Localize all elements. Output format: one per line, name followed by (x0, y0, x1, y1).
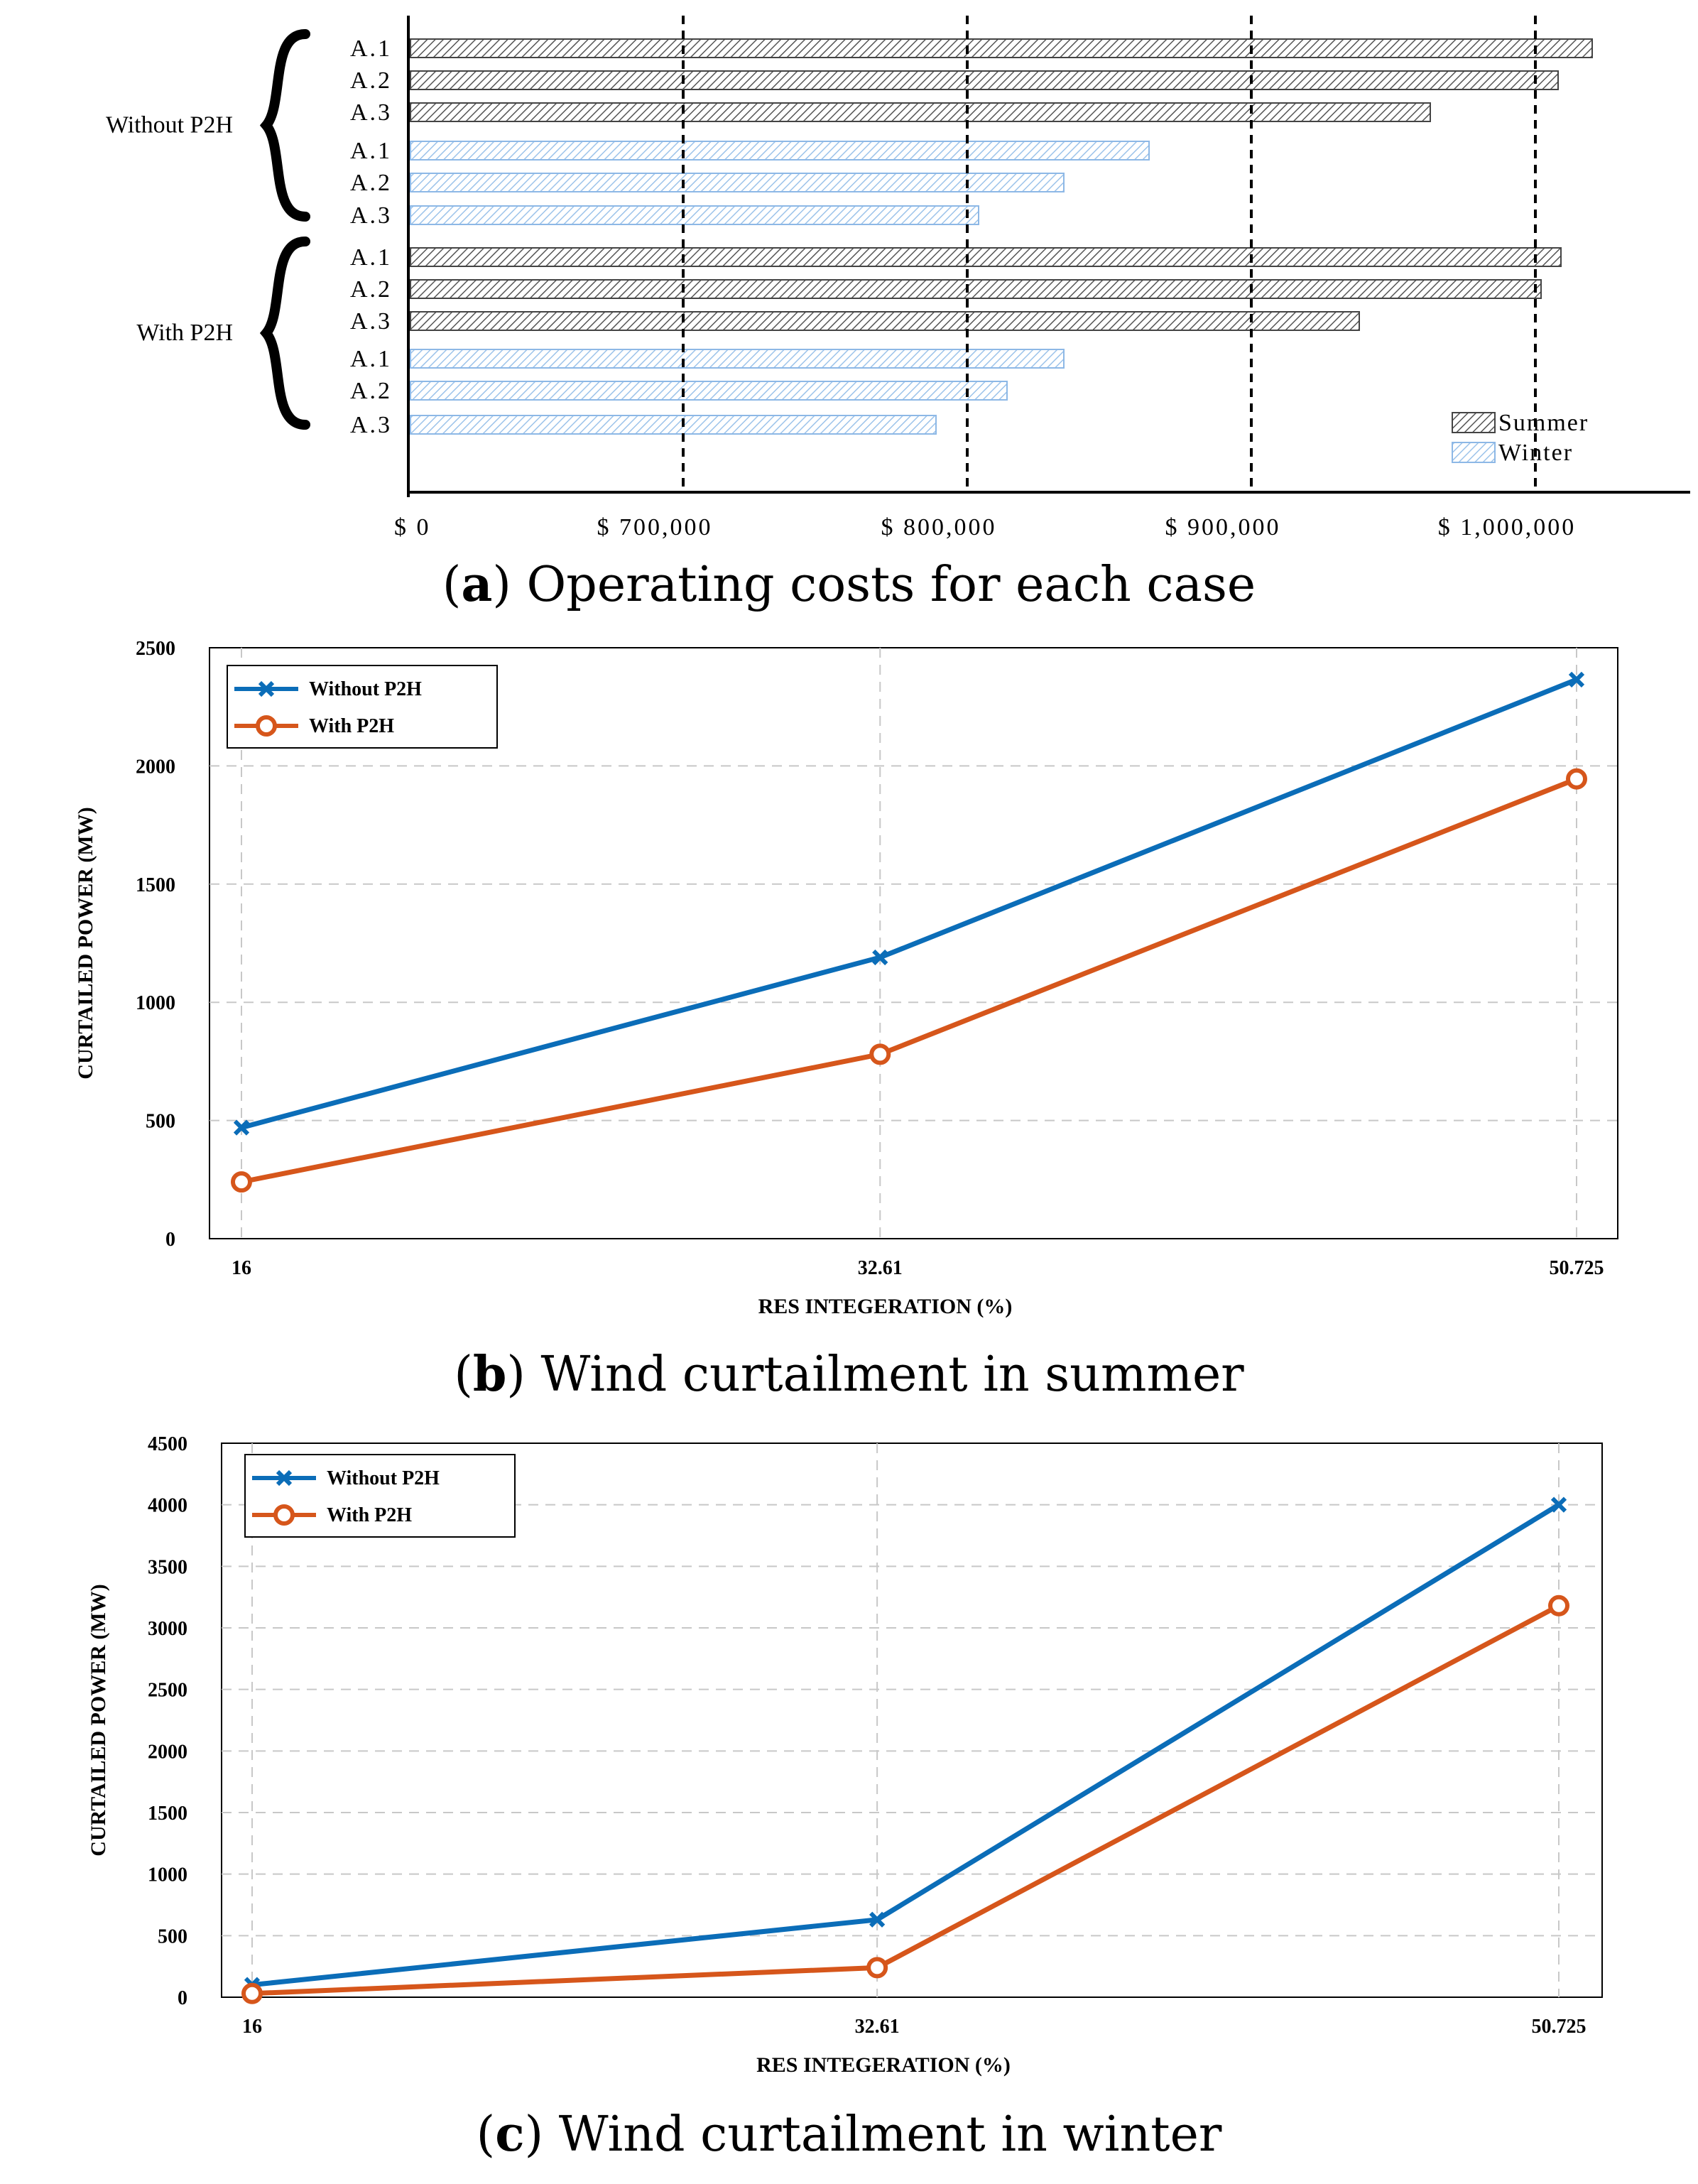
y-tick-label: 4500 (148, 1433, 187, 1455)
marker-without-p2h (869, 1911, 886, 1928)
bar-winter-6 (410, 205, 979, 225)
bar-category-label: A.1 (350, 346, 392, 372)
legend-marker-x-icon (258, 680, 275, 697)
marker-with-p2h (231, 1171, 252, 1193)
bar-winter-5 (410, 173, 1065, 192)
y-tick-label: 2000 (148, 1741, 187, 1763)
y-tick-label: 4000 (148, 1495, 187, 1517)
legend-label: Winter (1498, 440, 1573, 466)
legend-label: Summer (1498, 410, 1589, 436)
bar-summer-1 (410, 38, 1593, 58)
bar-category-label: A.2 (350, 170, 392, 196)
caption-b: (b) Wind curtailment in summer (454, 1346, 1244, 1403)
caption-a: (a) Operating costs for each case (442, 556, 1256, 613)
bar-summer-9 (410, 311, 1360, 331)
group-brace (259, 237, 310, 430)
bar-winter-12 (410, 415, 937, 435)
bar-category-label: A.3 (350, 412, 392, 438)
caption-c: (c) Wind curtailment in winter (476, 2106, 1222, 2163)
y-tick-label: 1000 (136, 992, 175, 1014)
marker-without-p2h (1568, 671, 1585, 688)
x-tick-label: 16 (232, 1257, 251, 1279)
bar-category-label: A.3 (350, 99, 392, 126)
x-tick-label: 16 (242, 2016, 262, 2038)
legend-label: With P2H (327, 1504, 412, 1526)
panel-winter-curtailment: 0 500 1000 1500 2000 2500 3000 3500 4000 4500 16 32… (0, 1413, 1698, 2184)
marker-with-p2h (869, 1043, 891, 1065)
bar-winter-4 (410, 141, 1150, 161)
x-tick-label: 32.61 (858, 1257, 903, 1279)
x-tick-label: $ 0 (394, 514, 431, 540)
bar-summer-3 (410, 102, 1431, 122)
legend-marker-x-icon (276, 1469, 293, 1487)
panel-operating-costs: A.1 A.2 A.3 A.1 A.2 A.3 A.1 A.2 A.3 A.1 A.2 A.3 $ 0 $… (0, 0, 1698, 625)
x-tick-label: $ 900,000 (1165, 514, 1281, 540)
x-tick-label: $ 1,000,000 (1438, 514, 1577, 540)
x-tick-label: 32.61 (855, 2016, 900, 2038)
y-tick-label: 0 (178, 1987, 187, 2009)
marker-with-p2h (1566, 768, 1587, 790)
bar-summer-8 (410, 279, 1542, 299)
legend-label: With P2H (309, 715, 394, 737)
y-tick-label: 2500 (148, 1680, 187, 1702)
y-tick-label: 2500 (136, 638, 175, 660)
legend-swatch-winter (1452, 442, 1496, 463)
x-axis-label: RES INTEGERATION (%) (758, 1295, 1013, 1318)
legend-marker-circle-icon (256, 715, 277, 737)
legend-label: Without P2H (327, 1467, 440, 1489)
bar-category-label: A.3 (350, 308, 392, 335)
winter-curtailment-chart: 0 500 1000 1500 2000 2500 3000 3500 4000 4500 16 32… (87, 1433, 1603, 2077)
bar-category-label: A.1 (350, 36, 392, 62)
bar-category-label: A.1 (350, 244, 392, 271)
y-tick-label: 3000 (148, 1618, 187, 1640)
x-tick-label: 50.725 (1532, 2016, 1587, 2038)
y-tick-label: 3500 (148, 1556, 187, 1578)
summer-curtailment-chart: 0 500 1000 1500 2000 2500 16 32.61 50.725 RES INT… (74, 638, 1618, 1318)
bar-summer-2 (410, 70, 1559, 90)
group-label: With P2H (136, 320, 233, 346)
x-tick-label: $ 800,000 (881, 514, 997, 540)
panel-summer-curtailment: 0 500 1000 1500 2000 2500 16 32.61 50.725 RES INT… (0, 625, 1698, 1413)
group-brace (259, 29, 310, 222)
y-axis-label: CURTAILED POWER (MW) (87, 1584, 110, 1856)
bar-category-label: A.3 (350, 202, 392, 229)
bar-category-label: A.2 (350, 378, 392, 404)
marker-with-p2h (241, 1982, 263, 2004)
y-tick-label: 1500 (148, 1803, 187, 1825)
legend-marker-circle-icon (273, 1504, 295, 1526)
y-tick-label: 500 (158, 1925, 187, 1947)
operating-costs-chart: A.1 A.2 A.3 A.1 A.2 A.3 A.1 A.2 A.3 A.1 A.2 A.3 $ 0 $… (106, 16, 1690, 540)
y-axis-label: CURTAILED POWER (MW) (74, 807, 97, 1079)
bar-category-label: A.2 (350, 67, 392, 94)
legend-swatch-summer (1452, 412, 1496, 433)
bar-category-label: A.1 (350, 138, 392, 164)
bar-winter-11 (410, 381, 1008, 401)
bar-summer-7 (410, 247, 1562, 267)
x-tick-label: 50.725 (1550, 1257, 1604, 1279)
marker-without-p2h (1550, 1496, 1567, 1513)
y-tick-label: 0 (165, 1229, 175, 1251)
marker-without-p2h (233, 1119, 250, 1136)
y-tick-label: 500 (146, 1111, 175, 1133)
x-axis-label: RES INTEGERATION (%) (756, 2053, 1011, 2077)
marker-with-p2h (1548, 1594, 1569, 1617)
y-tick-label: 2000 (136, 756, 175, 778)
legend-label: Without P2H (309, 678, 422, 700)
marker-without-p2h (872, 949, 888, 966)
y-tick-label: 1500 (136, 874, 175, 896)
bar-category-label: A.2 (350, 276, 392, 303)
x-tick-label: $ 700,000 (597, 514, 713, 540)
bar-winter-10 (410, 349, 1065, 369)
marker-with-p2h (866, 1957, 888, 1979)
y-tick-label: 1000 (148, 1864, 187, 1886)
group-label: Without P2H (106, 112, 233, 138)
